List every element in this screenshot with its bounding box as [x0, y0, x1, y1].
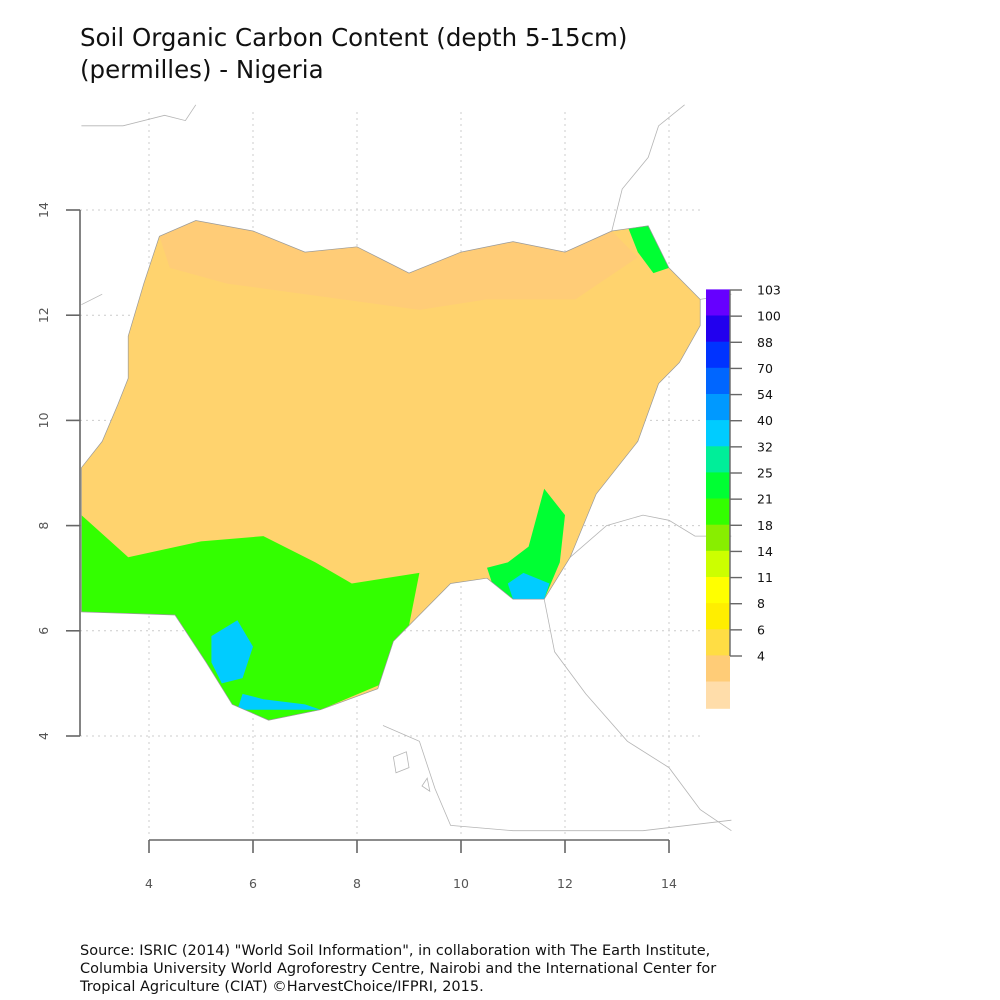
- x-tick-label: 8: [353, 876, 361, 891]
- soil-zone: [507, 572, 550, 600]
- source-line-2: Columbia University World Agroforestry C…: [80, 961, 717, 977]
- legend-label: 54: [757, 387, 773, 402]
- legend-swatch: [706, 498, 730, 526]
- source-line-1: Source: ISRIC (2014) "World Soil Informa…: [80, 943, 711, 959]
- source-credit: Source: ISRIC (2014) "World Soil Informa…: [80, 942, 960, 996]
- y-tick-label: 12: [36, 307, 51, 323]
- legend-label: 11: [757, 570, 773, 585]
- legend-swatch: [706, 681, 730, 709]
- y-tick-label: 10: [36, 412, 51, 428]
- legend-swatch: [706, 629, 730, 657]
- legend-label: 4: [757, 649, 765, 664]
- soil-zone: [81, 515, 420, 721]
- soil-zone: [211, 620, 253, 684]
- x-tick-label: 10: [453, 876, 469, 891]
- legend-label: 32: [757, 439, 773, 454]
- x-tick-label: 4: [145, 876, 153, 891]
- legend-swatch: [706, 472, 730, 500]
- source-line-3: Tropical Agriculture (CIAT) ©HarvestChoi…: [80, 979, 484, 995]
- legend-label: 6: [757, 622, 765, 637]
- neighbor-border-line: [81, 293, 103, 306]
- x-tick-label: 14: [661, 876, 677, 891]
- legend-label: 25: [757, 466, 773, 481]
- y-tick-label: 8: [36, 522, 51, 530]
- island-outline: [421, 777, 431, 793]
- island-outline: [392, 751, 410, 774]
- legend-swatch: [706, 315, 730, 343]
- soil-zone: [627, 225, 669, 274]
- legend-label: 21: [757, 492, 773, 507]
- neighbor-border-line: [569, 514, 732, 558]
- neighbor-border-line: [611, 104, 685, 232]
- legend-swatch: [706, 655, 730, 683]
- legend-label: 8: [757, 596, 765, 611]
- soil-zone: [487, 488, 565, 600]
- legend-swatch: [706, 550, 730, 579]
- legend-label: 70: [757, 361, 773, 376]
- x-tick-label: 6: [249, 876, 257, 891]
- legend-swatch: [706, 394, 730, 422]
- legend-label: 18: [757, 518, 773, 533]
- legend-swatch: [706, 524, 730, 552]
- legend-swatch: [706, 420, 730, 448]
- legend-label: 40: [757, 413, 773, 428]
- y-tick-label: 6: [36, 627, 51, 635]
- soil-zone: [237, 693, 321, 710]
- legend-label: 103: [757, 283, 781, 298]
- map-title-line-2: (permilles) - Nigeria: [80, 55, 324, 84]
- legend-label: 88: [757, 335, 773, 350]
- neighbor-border-line: [382, 725, 732, 832]
- nigeria-border: [81, 220, 701, 721]
- neighbor-border-line: [81, 104, 197, 127]
- legend-swatch: [706, 341, 730, 369]
- map-axes: 4 6 8 10 12 14 4 6 8 10 12 14: [36, 202, 677, 891]
- legend-swatch: [706, 603, 730, 631]
- color-legend: 103 100 88 70 54 40 32 25 21 18 14 11 8 6 4: [706, 283, 781, 709]
- legend-swatch: [706, 289, 730, 317]
- legend-label: 100: [757, 309, 781, 324]
- x-tick-label: 12: [557, 876, 573, 891]
- map-title: Soil Organic Carbon Content (depth 5-15c…: [80, 22, 900, 86]
- y-tick-label: 14: [36, 202, 51, 218]
- map-title-line-1: Soil Organic Carbon Content (depth 5-15c…: [80, 23, 628, 52]
- legend-swatch: [706, 367, 730, 396]
- neighbor-border-line: [543, 599, 732, 832]
- y-tick-label: 4: [36, 732, 51, 740]
- legend-swatch: [706, 577, 730, 605]
- legend-label: 14: [757, 544, 773, 559]
- legend-swatch: [706, 446, 730, 474]
